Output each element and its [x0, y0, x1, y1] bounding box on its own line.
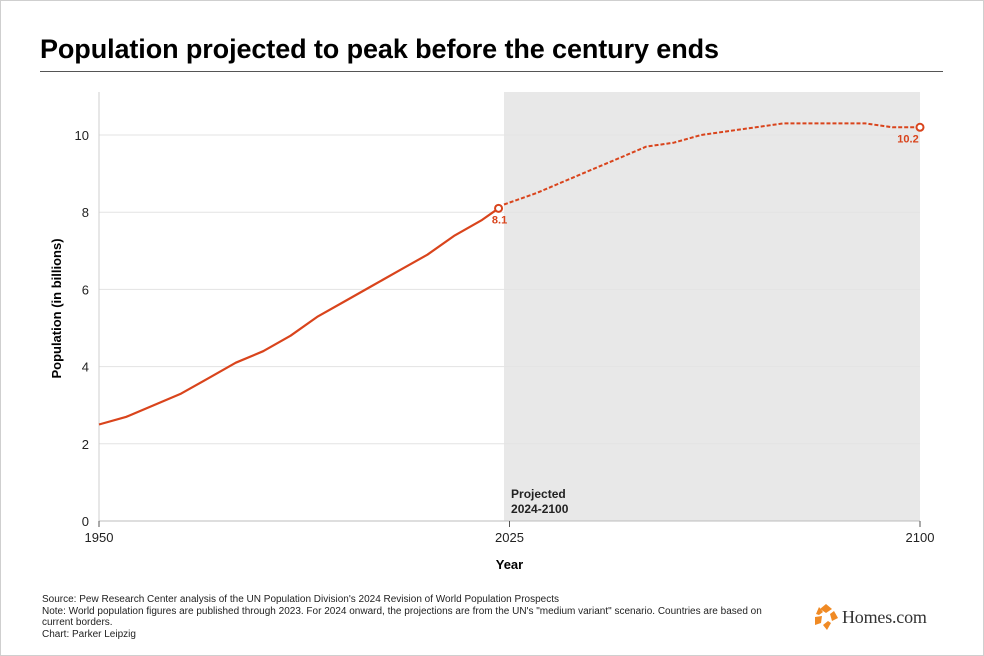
x-axis-ticks: 1950 2025 2100	[85, 521, 935, 545]
series-lines	[98, 122, 920, 426]
y-tick-label: 4	[82, 360, 89, 375]
logo-petal	[816, 607, 823, 615]
x-tick-label: 1950	[85, 530, 114, 545]
data-point-marker	[494, 203, 504, 213]
x-tick-label: 2025	[495, 530, 524, 545]
credit-note: Chart: Parker Leipzig	[42, 628, 136, 640]
data-point-label: 10.2	[897, 133, 918, 145]
y-tick-label: 6	[82, 282, 89, 297]
logo-petal	[820, 604, 832, 613]
x-axis-title: Year	[496, 557, 523, 572]
data-annotations: 8.1 10.2	[492, 122, 925, 226]
brand-name: Homes.com	[842, 606, 927, 627]
projected-region-shade	[504, 92, 920, 521]
data-point-marker	[915, 122, 925, 132]
y-axis-title: Population (in billions)	[49, 238, 64, 378]
gridlines	[99, 134, 920, 445]
projected-label-line1: Projected	[511, 487, 566, 501]
y-tick-label: 8	[82, 205, 89, 220]
brand-logo[interactable]: Homes.com	[813, 602, 927, 632]
historical-series-line	[98, 207, 500, 426]
logo-petal	[815, 616, 822, 625]
line-chart: 0 2 4 6 8 10 1950 2025 2100 Projected 2024-2100…	[49, 92, 935, 572]
logo-petal	[823, 621, 831, 630]
chart-notes: Source: Pew Research Center analysis of …	[42, 594, 782, 640]
method-note: Note: World population figures are publi…	[42, 605, 762, 629]
logo-petal	[830, 611, 838, 621]
data-point-label: 8.1	[492, 214, 507, 226]
y-tick-label: 10	[75, 128, 89, 143]
source-note: Source: Pew Research Center analysis of …	[42, 594, 559, 605]
x-tick-label: 2100	[906, 530, 935, 545]
chart-title: Population projected to peak before the …	[40, 34, 719, 64]
title-divider	[40, 71, 943, 72]
projected-series-line	[503, 122, 920, 206]
y-tick-label: 2	[82, 437, 89, 452]
y-axis-ticks: 0 2 4 6 8 10	[75, 128, 89, 529]
projected-label-line2: 2024-2100	[511, 502, 569, 516]
y-tick-label: 0	[82, 514, 89, 529]
homes-logo-icon	[815, 604, 838, 630]
